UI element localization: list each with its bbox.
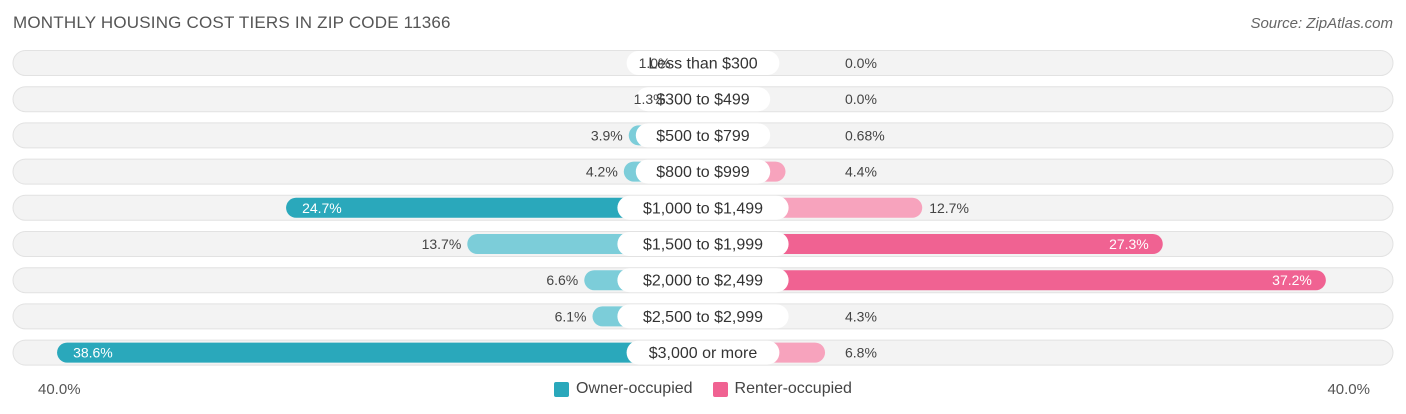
category-label-background (617, 268, 789, 293)
value-label-renter: 0.0% (845, 91, 877, 107)
value-label-owner: 6.6% (546, 272, 578, 288)
value-label-renter: 27.3% (1109, 236, 1149, 252)
category-label: $3,000 or more (649, 345, 758, 362)
value-label-renter: 0.0% (845, 55, 877, 71)
bar-owner-occupied (57, 342, 703, 363)
value-label-owner: 1.3% (634, 91, 666, 107)
legend-item-renter: Renter-occupied (712, 380, 852, 398)
category-label-background (617, 195, 789, 220)
category-label: $2,500 to $2,999 (643, 309, 763, 326)
category-label: $500 to $799 (656, 128, 750, 145)
category-label-background (617, 232, 789, 256)
axis-label-right: 40.0% (1327, 381, 1370, 398)
value-label-renter: 4.3% (845, 308, 877, 324)
value-label-owner: 3.9% (591, 127, 623, 143)
category-label-background (635, 87, 771, 112)
category-label-background (635, 159, 771, 184)
category-label: $800 to $999 (656, 164, 750, 181)
legend: Owner-occupied Renter-occupied (0, 380, 1406, 398)
category-label: Less than $300 (648, 56, 758, 73)
value-label-owner: 1.0% (639, 55, 671, 71)
legend-item-owner: Owner-occupied (554, 380, 693, 398)
legend-swatch-renter (712, 381, 728, 397)
value-label-owner: 4.2% (586, 164, 618, 180)
value-label-renter: 0.68% (845, 127, 885, 143)
value-label-owner: 24.7% (302, 200, 342, 216)
category-label: $300 to $499 (656, 92, 750, 109)
bar-owner-occupied (286, 197, 703, 218)
category-label: $1,500 to $1,999 (643, 237, 763, 254)
value-label-renter: 4.4% (845, 164, 877, 180)
chart-source: Source: ZipAtlas.com (1250, 15, 1393, 32)
category-label: $2,000 to $2,499 (643, 273, 763, 290)
category-label-background (626, 340, 780, 365)
bar-renter-occupied (703, 270, 1326, 291)
value-label-renter: 12.7% (929, 200, 969, 216)
category-label-background (617, 304, 789, 329)
value-label-owner: 6.1% (555, 308, 587, 324)
category-label: $1,000 to $1,499 (643, 200, 763, 217)
legend-swatch-owner (554, 381, 570, 397)
legend-label-owner: Owner-occupied (576, 380, 693, 397)
category-label-background (635, 123, 771, 148)
category-label-background (626, 51, 780, 75)
value-label-renter: 6.8% (845, 345, 877, 361)
chart-title: MONTHLY HOUSING COST TIERS IN ZIP CODE 1… (13, 13, 451, 32)
bar-renter-occupied (703, 234, 1163, 254)
value-label-owner: 38.6% (73, 345, 113, 361)
value-label-renter: 37.2% (1272, 272, 1312, 288)
legend-label-renter: Renter-occupied (734, 380, 852, 397)
value-label-owner: 13.7% (422, 236, 462, 252)
axis-label-left: 40.0% (38, 381, 81, 398)
